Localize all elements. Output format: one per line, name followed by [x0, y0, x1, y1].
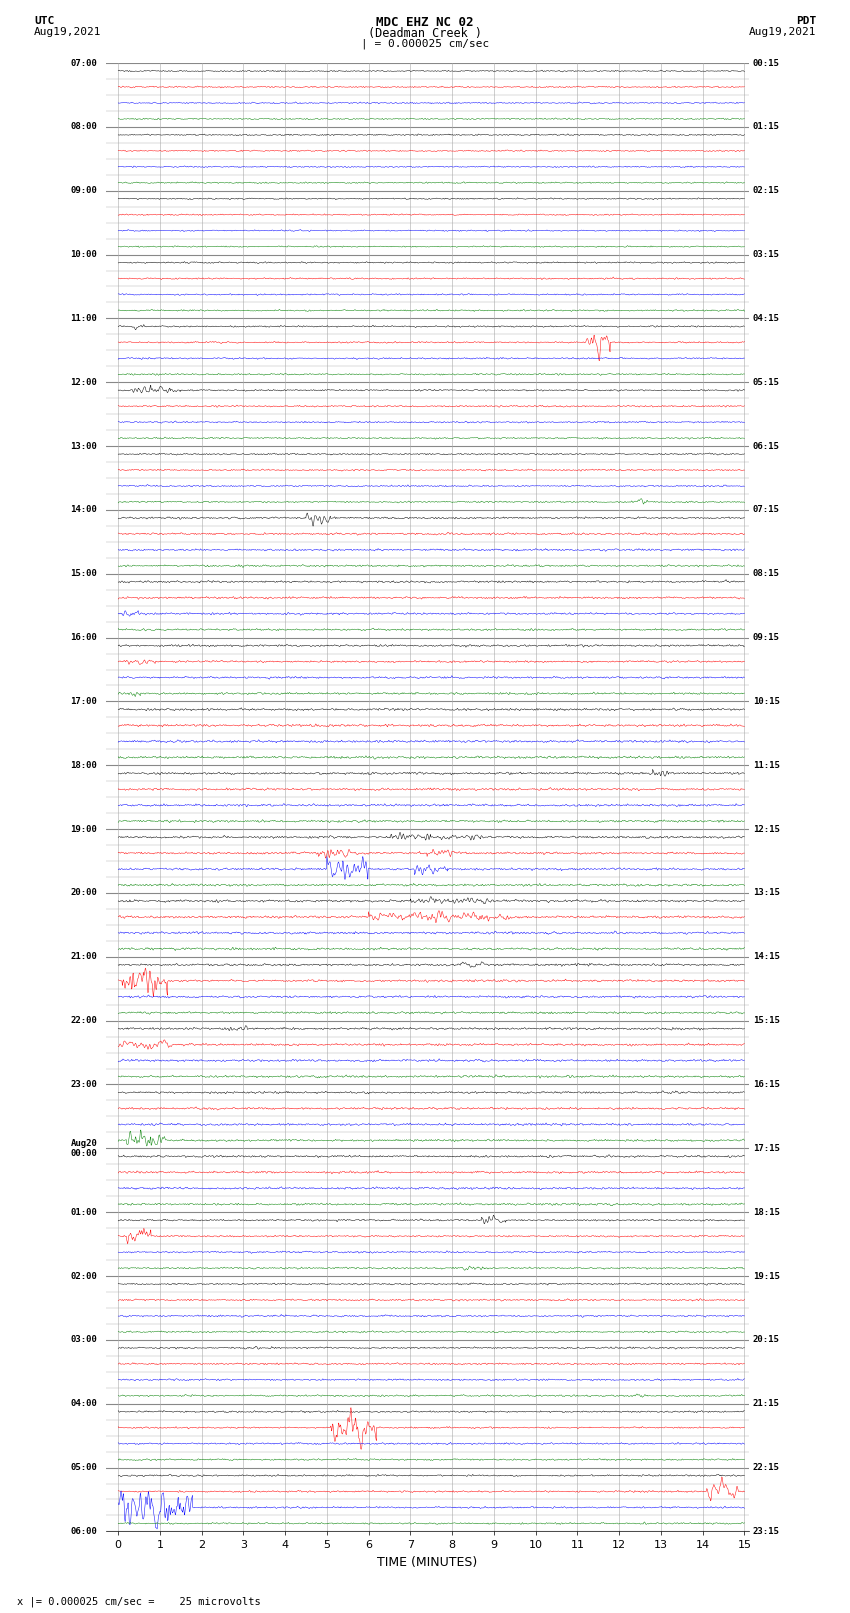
Text: 04:15: 04:15 — [753, 315, 779, 323]
Text: 17:00: 17:00 — [71, 697, 98, 706]
Text: 15:00: 15:00 — [71, 569, 98, 579]
Text: | = 0.000025 cm/sec: | = 0.000025 cm/sec — [361, 39, 489, 50]
Text: 01:15: 01:15 — [753, 123, 779, 131]
Text: 20:00: 20:00 — [71, 889, 98, 897]
Text: 21:15: 21:15 — [753, 1398, 779, 1408]
Text: Aug19,2021: Aug19,2021 — [34, 27, 101, 37]
Text: 05:15: 05:15 — [753, 377, 779, 387]
Text: 06:15: 06:15 — [753, 442, 779, 450]
Text: Aug19,2021: Aug19,2021 — [749, 27, 816, 37]
Text: 23:15: 23:15 — [753, 1528, 779, 1536]
Text: 15:15: 15:15 — [753, 1016, 779, 1026]
Text: 12:00: 12:00 — [71, 377, 98, 387]
Text: 06:00: 06:00 — [71, 1528, 98, 1536]
Text: 16:15: 16:15 — [753, 1081, 779, 1089]
Text: 07:15: 07:15 — [753, 505, 779, 515]
Text: 11:15: 11:15 — [753, 761, 779, 769]
Text: 13:15: 13:15 — [753, 889, 779, 897]
Text: 14:00: 14:00 — [71, 505, 98, 515]
Text: x |= 0.000025 cm/sec =    25 microvolts: x |= 0.000025 cm/sec = 25 microvolts — [17, 1595, 261, 1607]
Text: 05:00: 05:00 — [71, 1463, 98, 1473]
Text: 09:00: 09:00 — [71, 185, 98, 195]
Text: 22:15: 22:15 — [753, 1463, 779, 1473]
Text: (Deadman Creek ): (Deadman Creek ) — [368, 27, 482, 40]
Text: 17:15: 17:15 — [753, 1144, 779, 1153]
Text: 10:15: 10:15 — [753, 697, 779, 706]
Text: 16:00: 16:00 — [71, 634, 98, 642]
Text: 01:00: 01:00 — [71, 1208, 98, 1216]
Text: MDC EHZ NC 02: MDC EHZ NC 02 — [377, 16, 473, 29]
Text: 00:15: 00:15 — [753, 58, 779, 68]
Text: 20:15: 20:15 — [753, 1336, 779, 1344]
Text: 10:00: 10:00 — [71, 250, 98, 260]
Text: 04:00: 04:00 — [71, 1398, 98, 1408]
Text: 08:15: 08:15 — [753, 569, 779, 579]
Text: 09:15: 09:15 — [753, 634, 779, 642]
Text: Aug20
00:00: Aug20 00:00 — [71, 1139, 98, 1158]
Text: 02:00: 02:00 — [71, 1271, 98, 1281]
Text: 11:00: 11:00 — [71, 315, 98, 323]
Text: 18:00: 18:00 — [71, 761, 98, 769]
Text: UTC: UTC — [34, 16, 54, 26]
Text: 21:00: 21:00 — [71, 952, 98, 961]
Text: 08:00: 08:00 — [71, 123, 98, 131]
Text: 19:15: 19:15 — [753, 1271, 779, 1281]
Text: 22:00: 22:00 — [71, 1016, 98, 1026]
Text: 03:00: 03:00 — [71, 1336, 98, 1344]
Text: 18:15: 18:15 — [753, 1208, 779, 1216]
Text: 13:00: 13:00 — [71, 442, 98, 450]
Text: 03:15: 03:15 — [753, 250, 779, 260]
Text: 14:15: 14:15 — [753, 952, 779, 961]
Text: PDT: PDT — [796, 16, 816, 26]
Text: 07:00: 07:00 — [71, 58, 98, 68]
Text: 23:00: 23:00 — [71, 1081, 98, 1089]
Text: 02:15: 02:15 — [753, 185, 779, 195]
X-axis label: TIME (MINUTES): TIME (MINUTES) — [377, 1557, 477, 1569]
Text: 12:15: 12:15 — [753, 824, 779, 834]
Text: 19:00: 19:00 — [71, 824, 98, 834]
